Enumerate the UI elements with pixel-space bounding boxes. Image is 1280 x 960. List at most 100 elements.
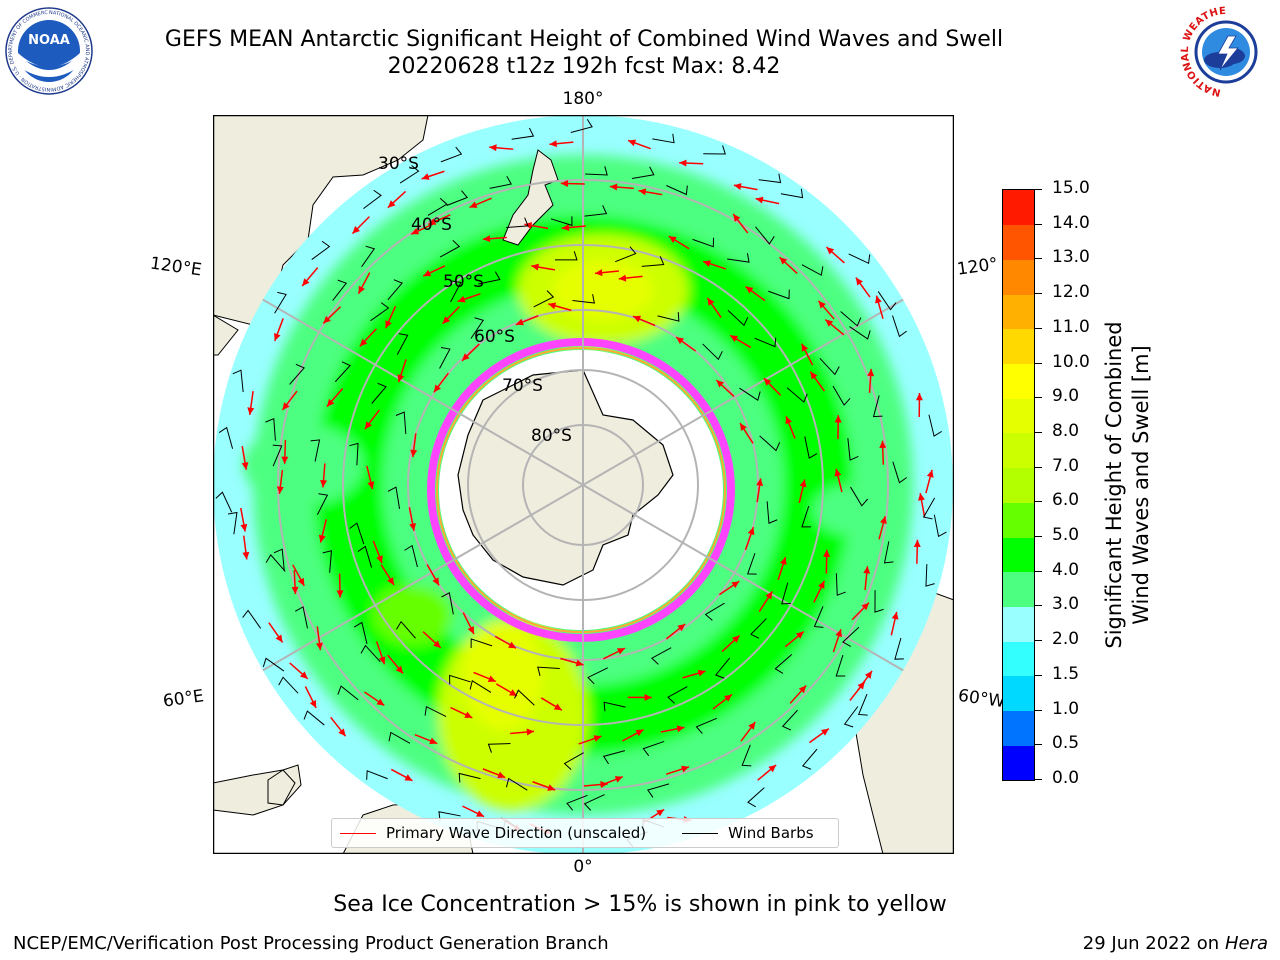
wind-barb [427, 197, 448, 216]
colorbar-tick-label: 0.0 [1052, 768, 1080, 788]
lon-label-60e: 60°E [161, 686, 206, 712]
noaa-logo-text: NOAA [28, 33, 70, 48]
wave-arrow-head [376, 698, 385, 706]
wind-barb [747, 787, 765, 808]
wind-barb [877, 291, 897, 311]
wind-barb [514, 689, 535, 706]
wave-arrow-head [274, 332, 281, 341]
wind-barb [819, 357, 840, 376]
wind-barb [487, 743, 511, 753]
wave-arrow-head [358, 285, 365, 294]
wave-arrow-head [821, 728, 829, 736]
wind-barb [835, 654, 846, 677]
colorbar-tick [1034, 258, 1042, 260]
wind-barb [387, 486, 401, 509]
wave-arrow-head [467, 626, 474, 635]
wave-arrow-head [575, 659, 584, 667]
wind-barb [316, 493, 329, 515]
wind-barb [692, 237, 715, 248]
colorbar-tick [1034, 674, 1042, 676]
wave-arrow-head [282, 402, 290, 411]
wind-barb [632, 166, 655, 179]
date-text: 29 Jun 2022 on Hera [1083, 933, 1268, 954]
wave-arrow-head [442, 316, 451, 324]
wave-arrow-head [801, 343, 809, 352]
colorbar-tick [1034, 536, 1042, 538]
colorbar-tick [1034, 189, 1042, 190]
wave-arrow-head [616, 648, 625, 655]
wind-barb [550, 216, 573, 227]
colorbar-segment [1003, 328, 1034, 365]
wave-arrows [240, 139, 934, 835]
wind-barb [695, 717, 717, 734]
wind-barb [370, 302, 390, 322]
colorbar-label-line1: Significant Height of Combined [1102, 321, 1126, 649]
colorbar-tick-label: 5.0 [1052, 525, 1080, 546]
wind-barbs [215, 119, 947, 848]
wind-barb [801, 505, 811, 528]
wave-arrow-head [618, 274, 627, 282]
wind-barb [813, 606, 824, 628]
wind-barb [667, 686, 688, 704]
wave-arrow-head [614, 776, 623, 783]
wind-barb [371, 382, 387, 404]
madagascar-land [267, 769, 296, 806]
wind-barb [360, 644, 381, 663]
wind-barb [847, 438, 859, 461]
wave-arrow-head [421, 173, 430, 180]
wind-barb [584, 205, 608, 217]
lat-label-50s: 50°S [443, 272, 484, 292]
wind-barb [758, 173, 782, 184]
colorbar-tick-label: 2.0 [1052, 629, 1080, 650]
map-legend: Primary Wave Direction (unscaled) Wind B… [331, 818, 839, 848]
new-zealand-land [502, 149, 559, 246]
wave-arrow-head [638, 188, 647, 196]
lon-label-120w: 120° [955, 254, 1000, 280]
wave-arrow-head [799, 479, 807, 488]
wind-barb [218, 426, 234, 449]
lat-label-60s: 60°S [474, 327, 515, 347]
colorbar-tick [1034, 501, 1042, 503]
wave-arrow-head [297, 577, 305, 586]
wind-barb [363, 189, 382, 210]
wave-arrow-head [476, 810, 485, 817]
wave-arrow-head [730, 335, 739, 343]
polar-map: 30°S 40°S 50°S 60°S 70°S 80°S [213, 115, 954, 854]
wave-arrow-head [875, 295, 882, 304]
wave-arrow-head [818, 580, 825, 589]
colorbar-segment [1003, 502, 1034, 538]
wind-barb [470, 317, 485, 339]
wave-arrow-head [318, 534, 326, 543]
colorbar-tick [1034, 466, 1042, 468]
wave-arrow-head [863, 566, 871, 574]
wind-barb [872, 395, 883, 418]
wave-arrow-head [593, 735, 602, 742]
colorbar-segment [1003, 467, 1034, 503]
wave-arrow-head [387, 577, 394, 586]
wave-arrow-head [240, 523, 248, 532]
wave-arrow-head [785, 416, 792, 425]
wind-barb [585, 166, 608, 176]
wind-barb [774, 653, 793, 674]
wave-arrow-head [765, 591, 773, 600]
wave-arrow-head [681, 765, 690, 773]
wind-barb [746, 552, 757, 575]
wind-barb [310, 439, 321, 462]
wind-barb [215, 491, 233, 513]
wind-barb [395, 411, 407, 435]
wind-barb [470, 638, 493, 648]
wave-arrow-head [482, 235, 491, 243]
colorbar-tick-label: 0.5 [1052, 733, 1080, 754]
wind-barb [666, 185, 688, 196]
lon-label-0: 0° [573, 857, 593, 877]
wind-barb [505, 777, 528, 791]
colorbar-tick-label: 14.0 [1052, 212, 1090, 233]
colorbar-segment [1003, 537, 1034, 573]
wind-barb [439, 347, 451, 369]
wave-arrow-head [798, 685, 807, 694]
colorbar-segment [1003, 710, 1034, 746]
wind-barb [657, 312, 680, 322]
wave-arrow-head [733, 183, 742, 190]
wind-barb [759, 435, 781, 452]
wind-barb [388, 731, 411, 744]
